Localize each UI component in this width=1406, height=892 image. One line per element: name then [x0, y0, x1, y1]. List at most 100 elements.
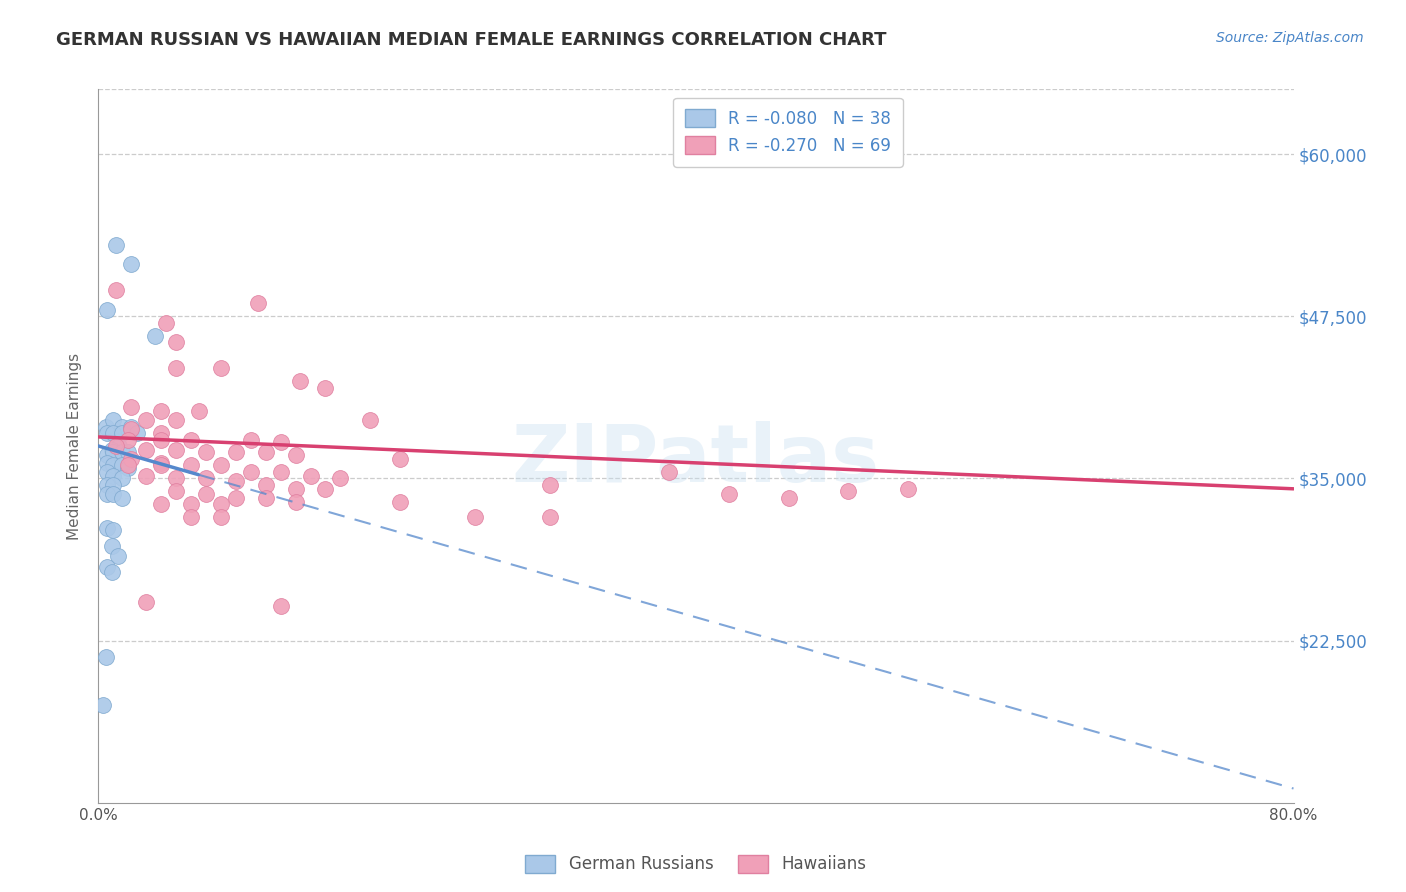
Point — [103, 425, 125, 440]
Point — [165, 471, 187, 485]
Point — [538, 510, 561, 524]
Point — [150, 456, 173, 470]
Point — [315, 381, 337, 395]
Point — [389, 495, 412, 509]
Point — [135, 413, 157, 427]
Point — [254, 445, 277, 459]
Point — [658, 465, 681, 479]
Point — [135, 468, 157, 483]
Point — [101, 565, 124, 579]
Point — [143, 328, 166, 343]
Point — [101, 539, 124, 553]
Legend: German Russians, Hawaiians: German Russians, Hawaiians — [519, 848, 873, 880]
Text: ZIPatlas: ZIPatlas — [512, 421, 880, 500]
Point — [101, 442, 124, 457]
Point — [180, 497, 202, 511]
Point — [96, 302, 118, 317]
Point — [225, 491, 247, 505]
Point — [150, 425, 173, 440]
Point — [105, 283, 128, 297]
Point — [254, 491, 277, 505]
Point — [117, 433, 139, 447]
Point — [150, 404, 173, 418]
Point — [180, 433, 202, 447]
Point — [94, 650, 117, 665]
Point — [165, 442, 187, 457]
Point — [96, 465, 118, 479]
Point — [120, 452, 142, 467]
Point — [150, 458, 173, 473]
Point — [96, 425, 118, 440]
Point — [209, 458, 232, 473]
Point — [120, 419, 142, 434]
Point — [150, 497, 173, 511]
Point — [717, 487, 740, 501]
Point — [103, 458, 125, 473]
Point — [111, 419, 134, 434]
Point — [96, 478, 118, 492]
Point — [135, 595, 157, 609]
Point — [187, 404, 209, 418]
Point — [299, 468, 322, 483]
Point — [538, 478, 561, 492]
Point — [111, 458, 134, 473]
Point — [107, 549, 129, 564]
Point — [105, 238, 128, 252]
Point — [135, 442, 157, 457]
Point — [837, 484, 859, 499]
Point — [284, 448, 307, 462]
Point — [96, 487, 118, 501]
Point — [247, 296, 270, 310]
Point — [150, 433, 173, 447]
Text: GERMAN RUSSIAN VS HAWAIIAN MEDIAN FEMALE EARNINGS CORRELATION CHART: GERMAN RUSSIAN VS HAWAIIAN MEDIAN FEMALE… — [56, 31, 887, 49]
Point — [103, 478, 125, 492]
Point — [117, 445, 139, 459]
Point — [180, 458, 202, 473]
Point — [120, 257, 142, 271]
Point — [778, 491, 800, 505]
Point — [111, 425, 134, 440]
Point — [94, 419, 117, 434]
Point — [195, 487, 218, 501]
Point — [111, 471, 134, 485]
Point — [120, 422, 142, 436]
Point — [155, 316, 177, 330]
Point — [91, 698, 114, 713]
Point — [195, 471, 218, 485]
Point — [239, 433, 262, 447]
Point — [103, 468, 125, 483]
Point — [117, 461, 139, 475]
Point — [359, 413, 381, 427]
Point — [254, 478, 277, 492]
Point — [270, 435, 292, 450]
Point — [96, 521, 118, 535]
Point — [103, 413, 125, 427]
Point — [103, 487, 125, 501]
Text: Source: ZipAtlas.com: Source: ZipAtlas.com — [1216, 31, 1364, 45]
Point — [225, 445, 247, 459]
Point — [284, 495, 307, 509]
Point — [165, 413, 187, 427]
Point — [120, 400, 142, 414]
Point — [329, 471, 352, 485]
Point — [180, 510, 202, 524]
Point — [897, 482, 920, 496]
Point — [117, 458, 139, 473]
Y-axis label: Median Female Earnings: Median Female Earnings — [67, 352, 83, 540]
Point — [270, 465, 292, 479]
Point — [108, 439, 131, 453]
Point — [209, 497, 232, 511]
Point — [225, 474, 247, 488]
Point — [127, 425, 149, 440]
Point — [96, 448, 118, 462]
Point — [103, 445, 125, 459]
Point — [111, 445, 134, 459]
Point — [239, 465, 262, 479]
Point — [165, 361, 187, 376]
Point — [288, 374, 311, 388]
Point — [103, 524, 125, 538]
Point — [165, 335, 187, 350]
Point — [165, 484, 187, 499]
Point — [195, 445, 218, 459]
Point — [270, 599, 292, 613]
